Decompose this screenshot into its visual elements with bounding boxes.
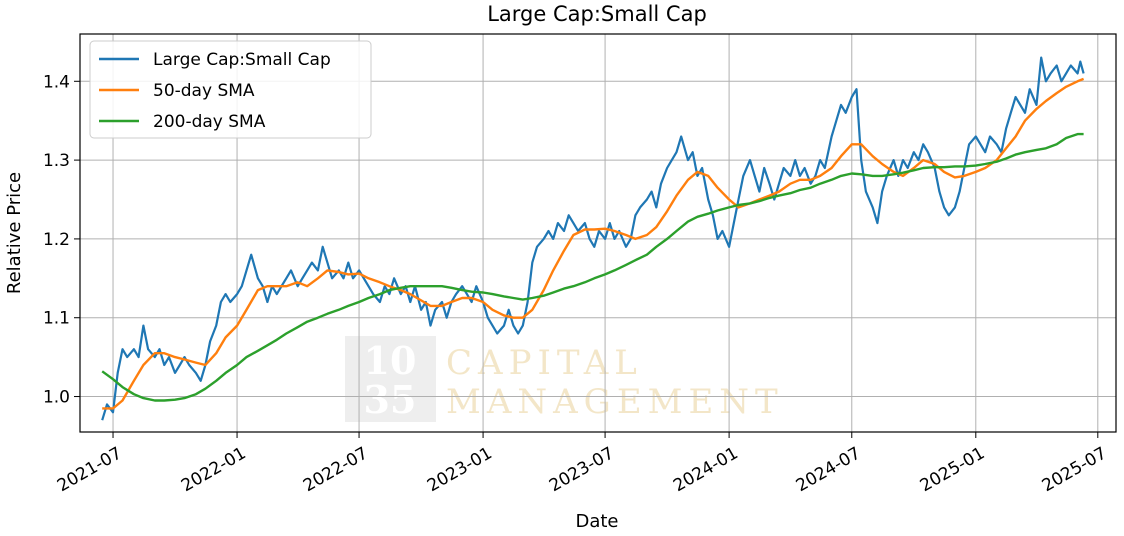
watermark: 10 35 CAPITAL MANAGEMENT	[345, 336, 784, 422]
series-line-1	[101, 56, 1085, 421]
legend-box	[89, 40, 372, 139]
watermark-number-top: 10	[364, 338, 417, 383]
y-tick-label: 1.4	[43, 72, 70, 92]
watermark-number-bottom: 35	[364, 377, 417, 422]
plot-frame	[79, 33, 1117, 433]
series-layer	[101, 56, 1085, 421]
legend-label: 200-day SMA	[153, 112, 266, 132]
legend: Large Cap:Small Cap 50-day SMA 200-day SMA	[89, 40, 372, 139]
watermark-text-bottom: MANAGEMENT	[446, 382, 784, 422]
watermark-text-top: CAPITAL	[446, 343, 643, 383]
y-axis: 1.0 1.1 1.2 1.3 1.4	[43, 72, 80, 408]
y-tick-label: 1.3	[43, 151, 70, 171]
y-tick-label: 1.0	[43, 388, 70, 408]
y-axis-title: Relative Price	[4, 172, 25, 294]
watermark-logo-box	[345, 336, 436, 422]
series-line-2	[102, 77, 1085, 410]
x-axis-title: Date	[575, 511, 618, 532]
chart-title: Large Cap:Small Cap	[487, 2, 707, 26]
y-tick-label: 1.1	[43, 309, 70, 329]
legend-label: Large Cap:Small Cap	[153, 50, 331, 70]
y-tick-label: 1.2	[43, 230, 70, 250]
legend-label: 50-day SMA	[153, 81, 255, 101]
series-line-3	[101, 132, 1084, 402]
